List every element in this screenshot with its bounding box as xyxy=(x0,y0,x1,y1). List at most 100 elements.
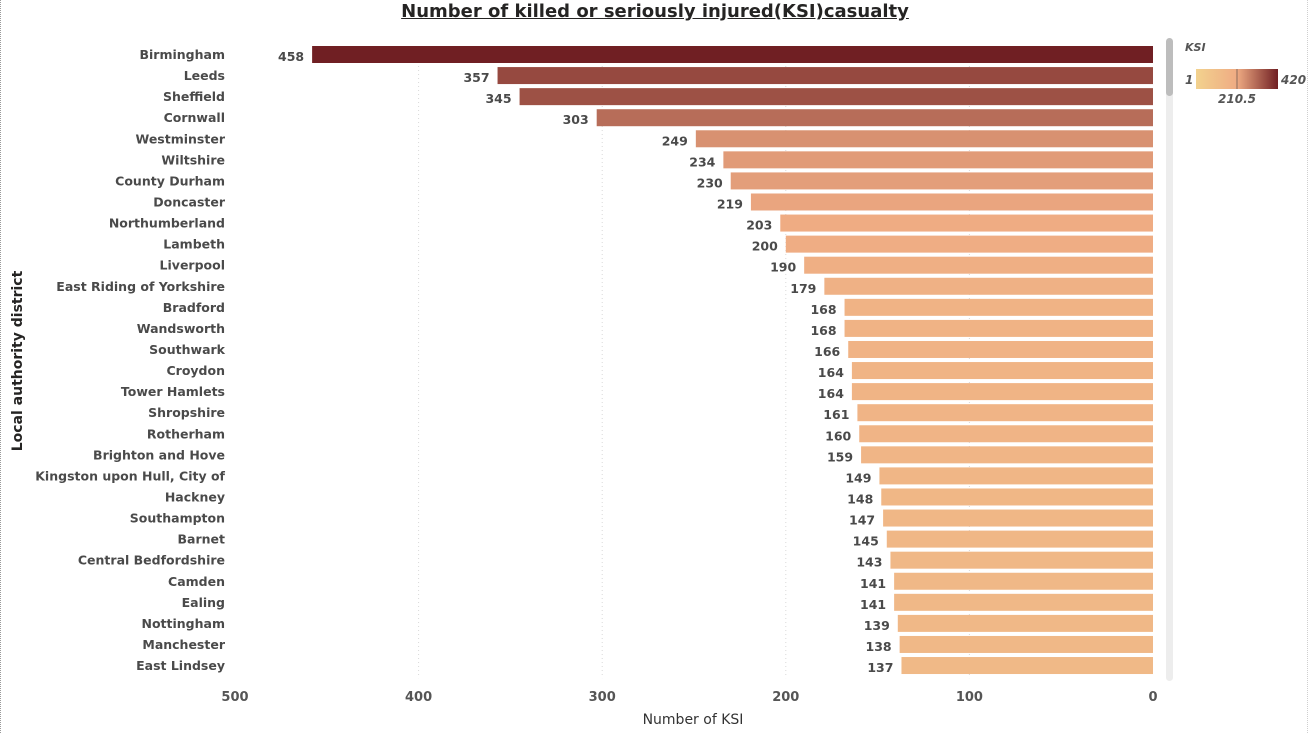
category-label: Lambeth xyxy=(163,237,225,252)
bar[interactable] xyxy=(804,256,1153,274)
bar[interactable] xyxy=(861,446,1153,464)
data-label: 148 xyxy=(847,491,873,506)
bar[interactable] xyxy=(883,509,1153,527)
bar[interactable] xyxy=(312,46,1153,63)
category-label: Wiltshire xyxy=(161,152,225,167)
bar[interactable] xyxy=(750,193,1153,211)
data-label: 164 xyxy=(818,365,844,380)
data-label: 357 xyxy=(463,70,489,85)
data-label: 141 xyxy=(860,576,886,591)
category-label: East Riding of Yorkshire xyxy=(56,279,225,294)
bar[interactable] xyxy=(857,404,1153,422)
y-axis-title: Local authority district xyxy=(10,270,26,451)
x-tick-label: 100 xyxy=(956,690,983,705)
legend-min-label: 1 xyxy=(1185,73,1193,87)
category-label: Westminster xyxy=(135,131,225,146)
bar[interactable] xyxy=(894,593,1153,611)
data-label: 159 xyxy=(827,449,853,464)
bar[interactable] xyxy=(596,109,1153,127)
category-label: Ealing xyxy=(182,595,225,610)
data-label: 149 xyxy=(845,470,871,485)
category-label: Rotherham xyxy=(147,426,225,441)
category-label: County Durham xyxy=(115,173,225,188)
category-label: Brighton and Hove xyxy=(93,447,225,462)
data-label: 234 xyxy=(689,154,715,169)
bar[interactable] xyxy=(723,151,1153,169)
x-tick-label: 200 xyxy=(772,690,799,705)
frame-border-left xyxy=(0,0,1,733)
scrollbar-track[interactable] xyxy=(1166,38,1173,681)
category-label: Croydon xyxy=(166,363,225,378)
category-label: Birmingham xyxy=(140,47,226,62)
x-tick-label: 0 xyxy=(1148,690,1157,705)
category-label: Southampton xyxy=(130,511,225,526)
category-label: Liverpool xyxy=(160,258,225,273)
category-label: Doncaster xyxy=(153,194,226,209)
data-label: 164 xyxy=(818,386,844,401)
data-label: 139 xyxy=(864,618,890,633)
bar[interactable] xyxy=(886,530,1153,548)
scrollbar-thumb[interactable] xyxy=(1166,38,1173,96)
bar[interactable] xyxy=(519,88,1153,106)
legend-mid-label: 210.5 xyxy=(1218,92,1256,106)
data-label: 137 xyxy=(867,660,893,675)
data-label: 345 xyxy=(485,91,511,106)
category-label: Hackney xyxy=(165,489,225,504)
category-label: Nottingham xyxy=(142,616,226,631)
bar[interactable] xyxy=(497,67,1154,85)
data-label: 138 xyxy=(866,639,892,654)
category-label: Sheffield xyxy=(163,89,225,104)
data-label: 143 xyxy=(856,555,882,570)
data-label: 166 xyxy=(814,344,840,359)
bar[interactable] xyxy=(897,614,1153,632)
data-label: 147 xyxy=(849,513,875,528)
data-label: 145 xyxy=(853,534,879,549)
data-label: 190 xyxy=(770,260,796,275)
bar[interactable] xyxy=(844,298,1153,316)
bar[interactable] xyxy=(730,172,1153,190)
bar[interactable] xyxy=(824,277,1153,295)
data-label: 179 xyxy=(790,281,816,296)
x-tick-label: 300 xyxy=(589,690,616,705)
bar[interactable] xyxy=(890,551,1153,569)
data-label: 200 xyxy=(752,239,778,254)
bar[interactable] xyxy=(859,425,1153,443)
bar[interactable] xyxy=(780,214,1153,232)
category-label: Central Bedfordshire xyxy=(78,553,225,568)
category-label: Northumberland xyxy=(109,216,225,231)
category-label: Cornwall xyxy=(164,110,225,125)
bar[interactable] xyxy=(695,130,1153,148)
bar[interactable] xyxy=(851,383,1153,401)
category-label: East Lindsey xyxy=(136,658,225,673)
category-label: Southwark xyxy=(149,342,226,357)
bar[interactable] xyxy=(899,635,1153,653)
x-tick-label: 400 xyxy=(405,690,432,705)
x-axis-ticks: 500 400 300 200 100 0 xyxy=(221,690,1157,705)
data-label: 249 xyxy=(662,133,688,148)
bar[interactable] xyxy=(848,340,1153,358)
category-label: Camden xyxy=(168,574,225,589)
category-label: Tower Hamlets xyxy=(121,384,225,399)
x-tick-label: 500 xyxy=(221,690,248,705)
bar[interactable] xyxy=(844,319,1153,337)
data-label: 160 xyxy=(825,428,851,443)
data-label: 168 xyxy=(810,302,836,317)
category-labels: Birmingham Leeds Sheffield Cornwall Westmins… xyxy=(35,47,226,673)
color-legend: KSI 1 420 210.5 xyxy=(1185,41,1306,106)
chart-title: Number of killed or seriously injured(KS… xyxy=(401,1,909,22)
bar[interactable] xyxy=(785,235,1153,253)
data-label: 203 xyxy=(746,218,772,233)
category-label: Kingston upon Hull, City of xyxy=(35,468,225,483)
legend-title: KSI xyxy=(1185,41,1206,54)
bar[interactable] xyxy=(879,467,1153,485)
category-label: Leeds xyxy=(184,68,225,83)
category-label: Shropshire xyxy=(148,405,225,420)
bar[interactable] xyxy=(901,657,1153,675)
bar[interactable] xyxy=(881,488,1153,506)
bar[interactable] xyxy=(894,572,1153,590)
bar[interactable] xyxy=(851,362,1153,380)
category-label: Wandsworth xyxy=(137,321,225,336)
data-label: 161 xyxy=(823,407,849,422)
